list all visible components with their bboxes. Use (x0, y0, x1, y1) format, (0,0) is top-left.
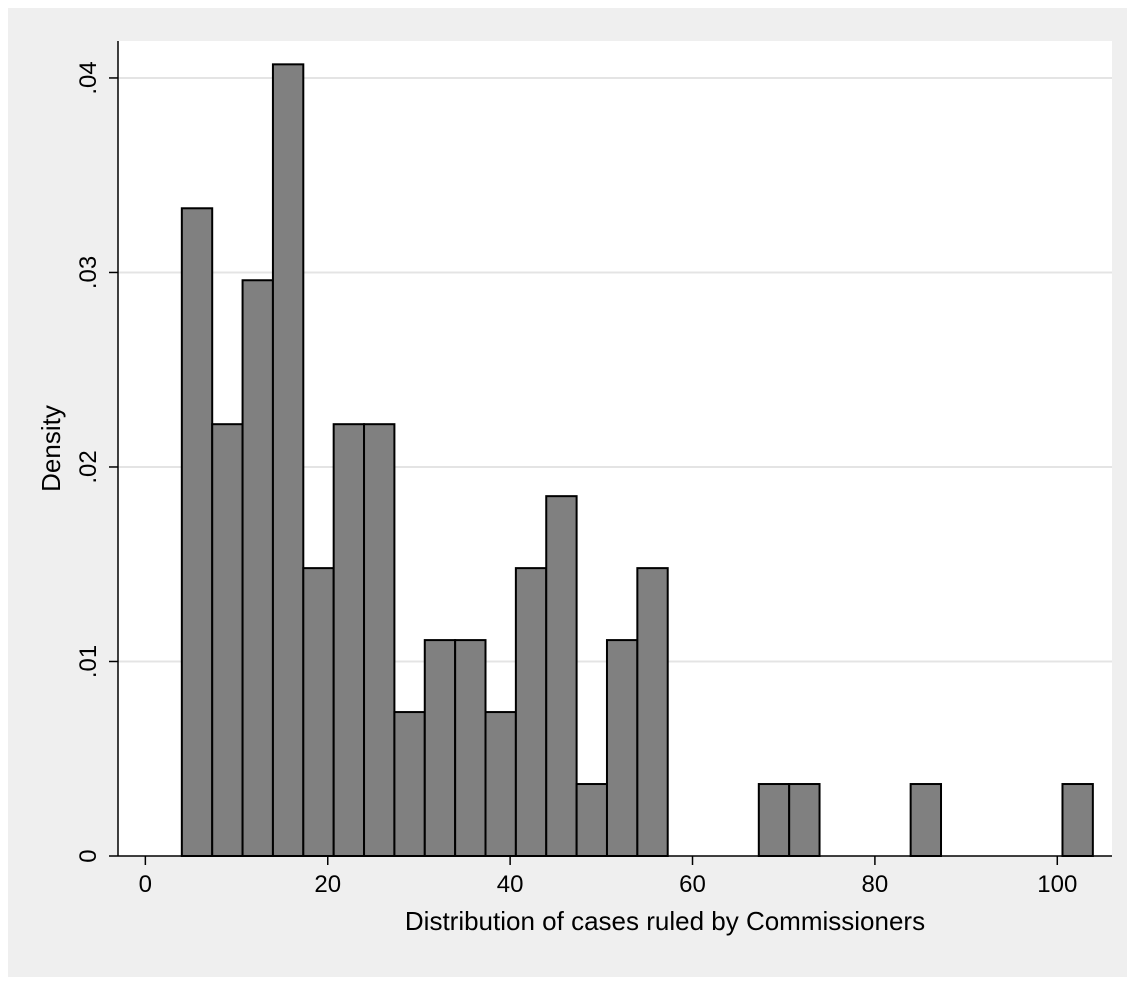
y-tick-label: .01 (75, 645, 102, 678)
x-tick-label: 40 (497, 871, 524, 898)
histogram-bar (363, 423, 396, 857)
histogram-bar (423, 639, 457, 857)
x-tick-label: 20 (314, 871, 341, 898)
y-tick-label: 0 (75, 849, 102, 862)
axes (117, 41, 1112, 857)
histogram-bar (605, 639, 639, 857)
histogram-bar (636, 567, 669, 857)
histogram-bar (909, 783, 943, 857)
histogram-bar (484, 711, 517, 858)
histogram-bar (575, 783, 608, 857)
histogram-bar (211, 423, 244, 857)
y-axis-title: Density (36, 405, 66, 492)
x-axis-title: Distribution of cases ruled by Commissio… (405, 906, 925, 936)
histogram-bar (757, 783, 791, 857)
x-tick-label: 0 (139, 871, 152, 898)
histogram-bar (332, 423, 366, 857)
histogram-bar (393, 711, 426, 858)
histogram-bar (1061, 783, 1094, 857)
x-tick-label: 80 (862, 871, 889, 898)
histogram-bar (454, 639, 487, 857)
x-axis-ticks: 0 20 40 60 80 100 (139, 856, 1077, 898)
histogram-bar (514, 567, 548, 857)
histogram-bar (180, 207, 214, 857)
histogram-bars (180, 63, 1094, 858)
histogram-chart: 0 20 40 60 80 100 0 .01 .02 .03 .04 Distribution … (36, 41, 1112, 936)
histogram-bar (241, 279, 274, 857)
histogram-bar (545, 495, 578, 857)
chart-frame: 0 20 40 60 80 100 0 .01 .02 .03 .04 Distribution … (8, 8, 1127, 977)
histogram-bar (788, 783, 821, 857)
histogram-bar (302, 567, 335, 857)
histogram-bar (271, 63, 305, 857)
x-tick-label: 100 (1037, 871, 1077, 898)
y-axis-ticks: 0 .01 .02 .03 .04 (75, 61, 118, 863)
y-tick-label: .04 (75, 61, 102, 94)
y-tick-label: .03 (75, 256, 102, 289)
y-tick-label: .02 (75, 450, 102, 483)
x-tick-label: 60 (679, 871, 706, 898)
